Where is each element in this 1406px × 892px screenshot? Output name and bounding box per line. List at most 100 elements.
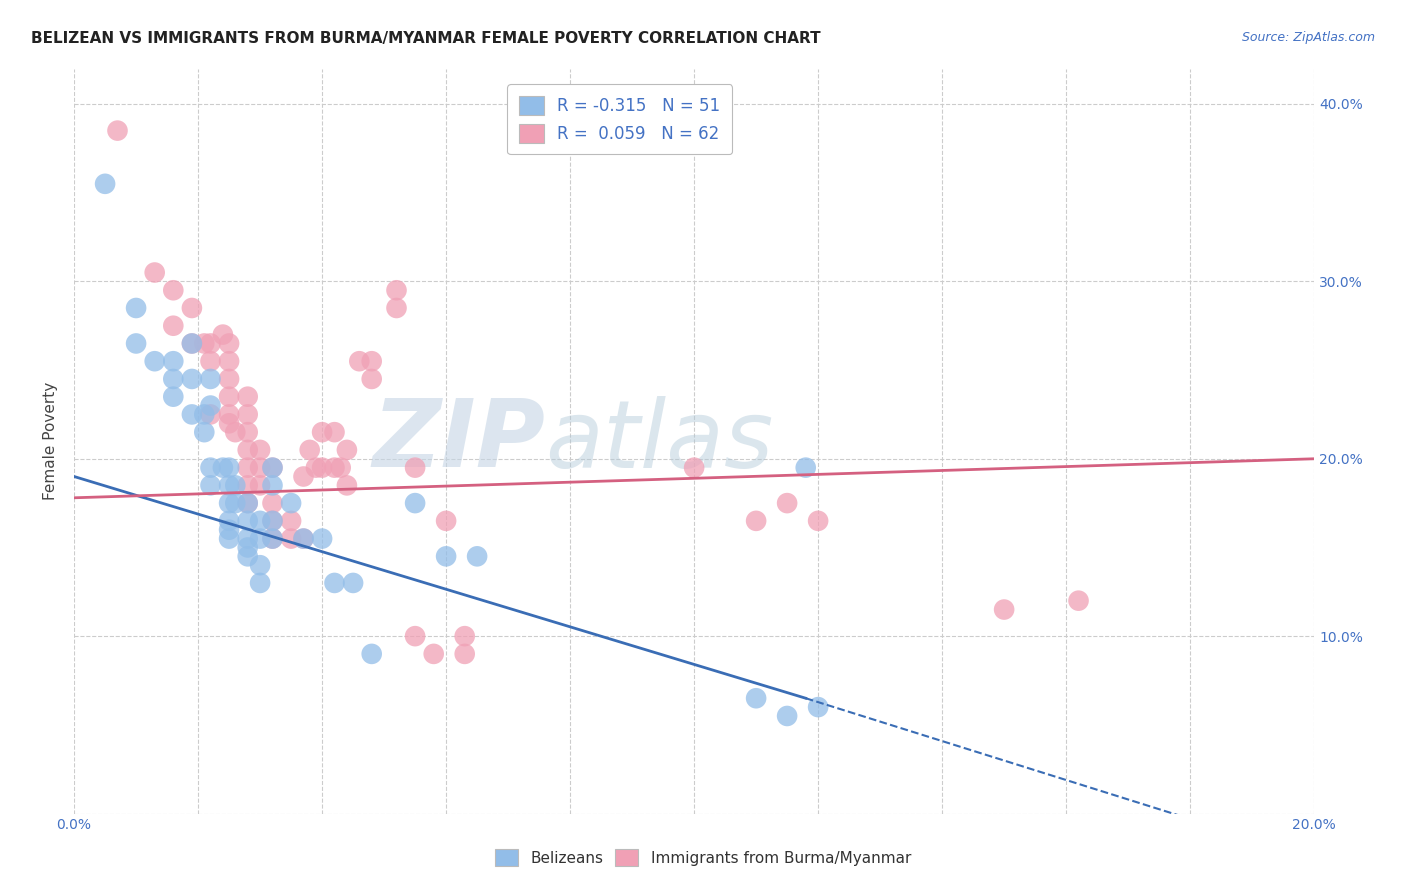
Point bbox=[125, 301, 148, 315]
Point bbox=[218, 336, 240, 351]
Text: BELIZEAN VS IMMIGRANTS FROM BURMA/MYANMAR FEMALE POVERTY CORRELATION CHART: BELIZEAN VS IMMIGRANTS FROM BURMA/MYANMA… bbox=[31, 31, 821, 46]
Point bbox=[465, 549, 488, 564]
Point bbox=[249, 558, 271, 573]
Point bbox=[745, 691, 768, 706]
Legend: Belizeans, Immigrants from Burma/Myanmar: Belizeans, Immigrants from Burma/Myanmar bbox=[488, 842, 918, 873]
Point bbox=[180, 301, 202, 315]
Point bbox=[212, 460, 235, 475]
Text: Source: ZipAtlas.com: Source: ZipAtlas.com bbox=[1241, 31, 1375, 45]
Point bbox=[292, 532, 315, 546]
Point bbox=[200, 372, 222, 386]
Point bbox=[311, 425, 333, 439]
Point bbox=[180, 408, 202, 422]
Point bbox=[193, 408, 215, 422]
Point bbox=[329, 460, 352, 475]
Point bbox=[212, 327, 235, 342]
Point bbox=[162, 354, 184, 368]
Point bbox=[200, 460, 222, 475]
Point bbox=[262, 532, 284, 546]
Point bbox=[404, 629, 426, 643]
Legend: R = -0.315   N = 51, R =  0.059   N = 62: R = -0.315 N = 51, R = 0.059 N = 62 bbox=[508, 85, 733, 154]
Point bbox=[745, 514, 768, 528]
Point bbox=[193, 336, 215, 351]
Point bbox=[200, 336, 222, 351]
Point bbox=[236, 496, 259, 510]
Point bbox=[342, 576, 364, 591]
Point bbox=[224, 496, 246, 510]
Y-axis label: Female Poverty: Female Poverty bbox=[44, 382, 58, 500]
Point bbox=[422, 647, 444, 661]
Point bbox=[200, 478, 222, 492]
Point bbox=[200, 399, 222, 413]
Point bbox=[143, 266, 166, 280]
Point bbox=[162, 372, 184, 386]
Point bbox=[807, 700, 830, 714]
Point bbox=[404, 496, 426, 510]
Point bbox=[454, 629, 477, 643]
Point bbox=[218, 372, 240, 386]
Point bbox=[218, 390, 240, 404]
Point bbox=[236, 442, 259, 457]
Point bbox=[249, 478, 271, 492]
Point bbox=[236, 390, 259, 404]
Point bbox=[193, 425, 215, 439]
Point bbox=[218, 478, 240, 492]
Point bbox=[776, 496, 799, 510]
Point bbox=[262, 460, 284, 475]
Point bbox=[236, 514, 259, 528]
Point bbox=[807, 514, 830, 528]
Point bbox=[218, 532, 240, 546]
Point bbox=[218, 354, 240, 368]
Point bbox=[454, 647, 477, 661]
Point bbox=[262, 532, 284, 546]
Point bbox=[162, 318, 184, 333]
Point bbox=[218, 523, 240, 537]
Point bbox=[360, 372, 382, 386]
Point bbox=[683, 460, 706, 475]
Point bbox=[262, 478, 284, 492]
Point bbox=[280, 532, 302, 546]
Point bbox=[776, 709, 799, 723]
Point bbox=[360, 354, 382, 368]
Point bbox=[349, 354, 371, 368]
Point bbox=[385, 301, 408, 315]
Point bbox=[218, 460, 240, 475]
Point bbox=[323, 425, 346, 439]
Point bbox=[200, 354, 222, 368]
Point bbox=[180, 336, 202, 351]
Point bbox=[236, 408, 259, 422]
Point bbox=[143, 354, 166, 368]
Point bbox=[385, 283, 408, 297]
Text: ZIP: ZIP bbox=[373, 395, 546, 487]
Point bbox=[224, 478, 246, 492]
Point bbox=[218, 408, 240, 422]
Point bbox=[236, 425, 259, 439]
Point bbox=[249, 514, 271, 528]
Point bbox=[249, 532, 271, 546]
Point bbox=[107, 123, 129, 137]
Point bbox=[993, 602, 1015, 616]
Point bbox=[236, 541, 259, 555]
Point bbox=[180, 372, 202, 386]
Point bbox=[200, 408, 222, 422]
Point bbox=[249, 576, 271, 591]
Point bbox=[305, 460, 328, 475]
Point bbox=[236, 478, 259, 492]
Point bbox=[236, 532, 259, 546]
Point bbox=[236, 549, 259, 564]
Point bbox=[262, 460, 284, 475]
Point bbox=[262, 514, 284, 528]
Point bbox=[794, 460, 817, 475]
Point bbox=[323, 576, 346, 591]
Point bbox=[336, 442, 359, 457]
Point bbox=[236, 460, 259, 475]
Point bbox=[323, 460, 346, 475]
Point bbox=[404, 460, 426, 475]
Point bbox=[218, 496, 240, 510]
Point bbox=[311, 532, 333, 546]
Point bbox=[94, 177, 117, 191]
Point bbox=[125, 336, 148, 351]
Point bbox=[218, 417, 240, 431]
Point bbox=[249, 460, 271, 475]
Point bbox=[249, 442, 271, 457]
